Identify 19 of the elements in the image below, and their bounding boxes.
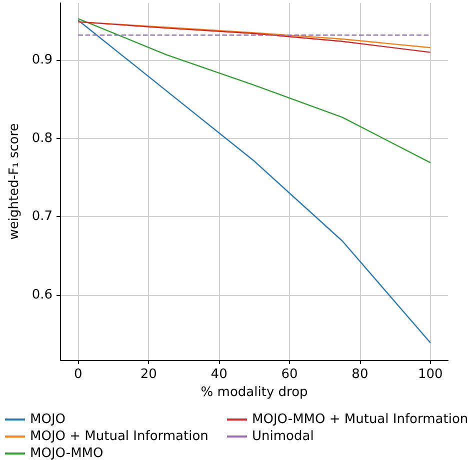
y-tick-label: 0.9 xyxy=(32,52,53,68)
legend-label: MOJO xyxy=(30,412,66,427)
legend-label: MOJO-MMO + Mutual Information xyxy=(252,412,468,427)
x-axis-title: % modality drop xyxy=(200,384,308,400)
x-tick-label: 80 xyxy=(352,367,368,382)
y-tick-label: 0.6 xyxy=(32,288,53,303)
line-series xyxy=(78,20,431,344)
legend-label: Unimodal xyxy=(252,429,314,444)
legend-label: MOJO + Mutual Information xyxy=(30,429,208,444)
x-tick-label: 60 xyxy=(281,367,298,382)
legend-label: MOJO-MMO xyxy=(30,446,104,461)
y-tick-label: 0.7 xyxy=(32,209,53,224)
y-axis-title: weighted-F₁ score xyxy=(7,123,22,240)
x-tick-label: 20 xyxy=(140,367,157,382)
x-tick-label: 40 xyxy=(210,367,228,382)
line-series xyxy=(78,18,431,164)
y-tick-label: 0.8 xyxy=(32,130,53,146)
x-tick-label: 0 xyxy=(74,367,82,382)
x-tick-label: 100 xyxy=(418,367,443,382)
